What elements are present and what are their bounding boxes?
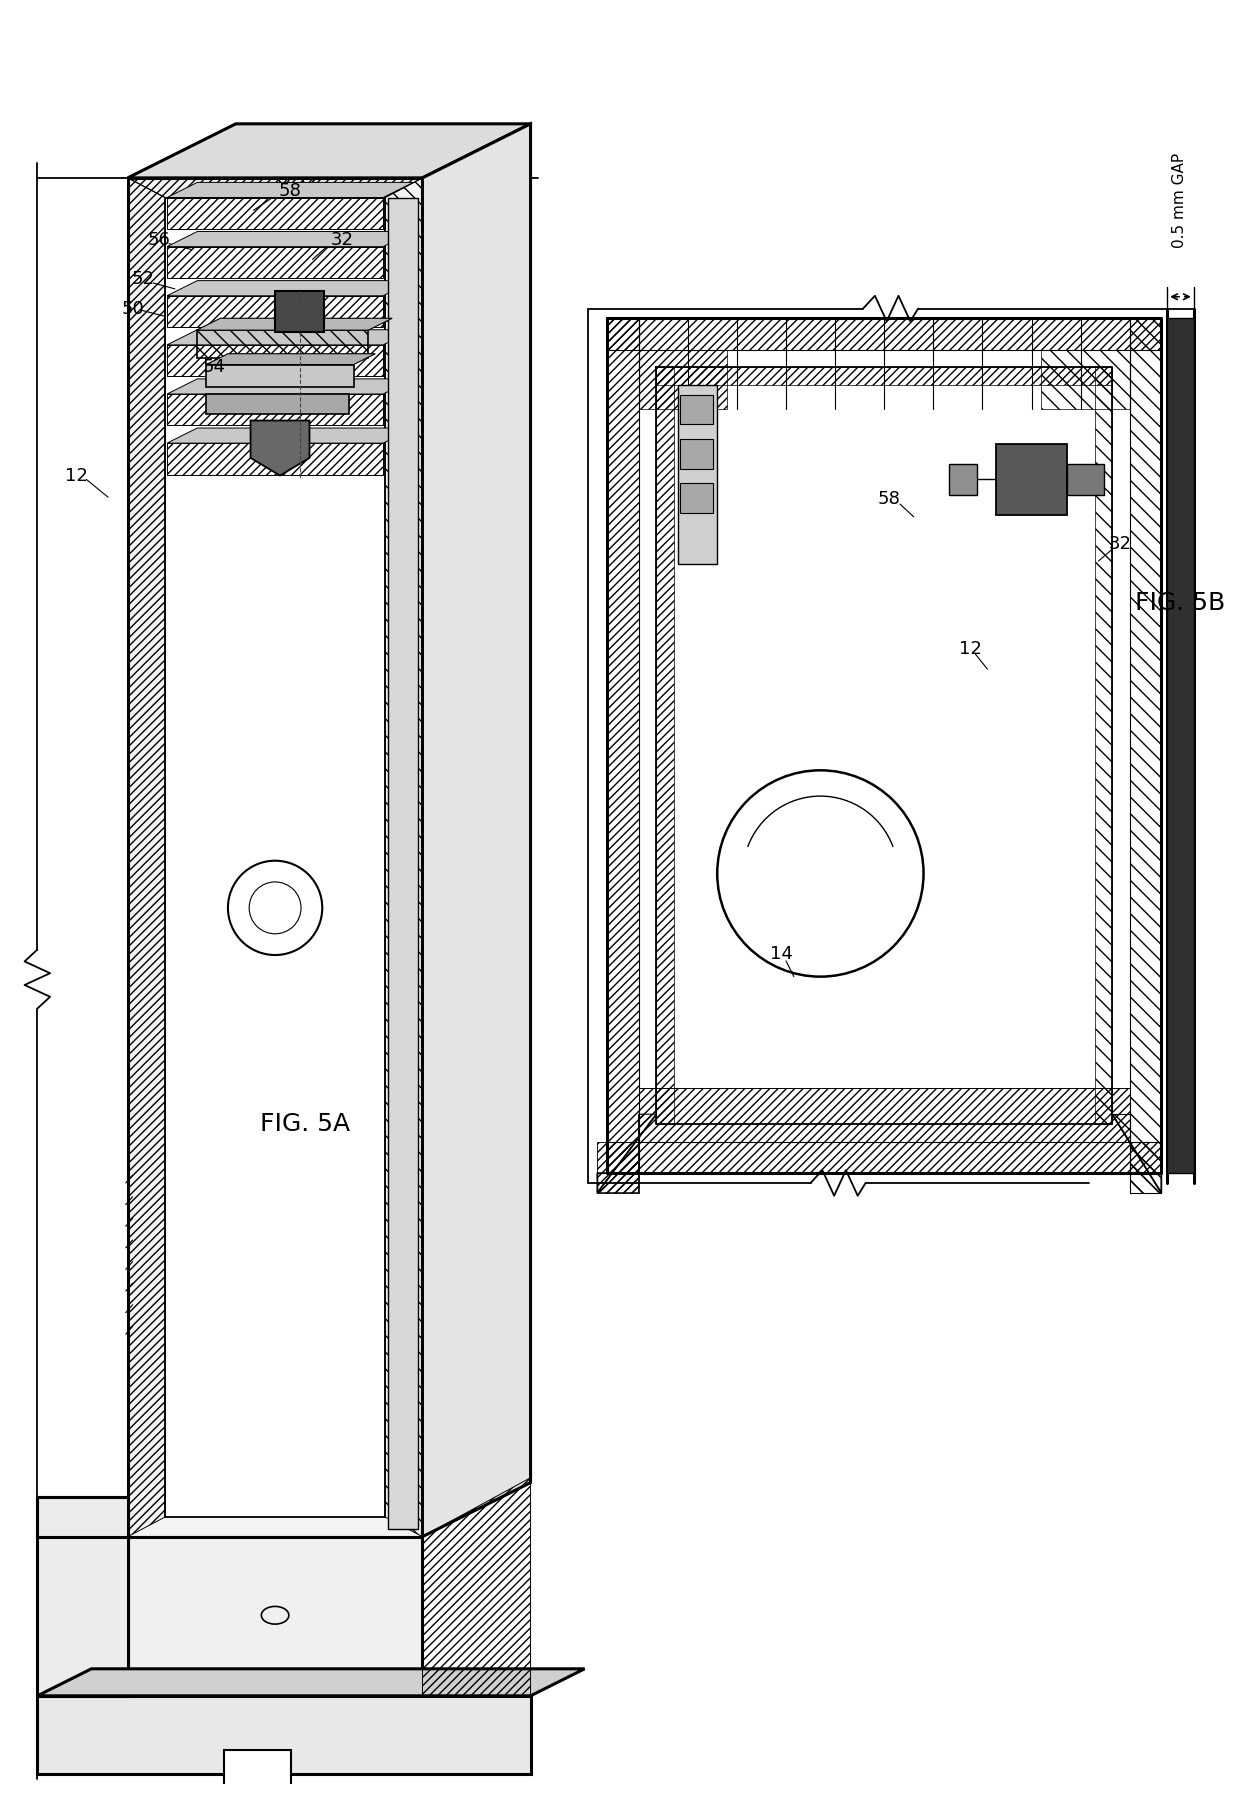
Polygon shape [1066,464,1105,495]
Text: 12: 12 [66,466,88,484]
Polygon shape [206,355,376,365]
Polygon shape [388,198,418,1528]
Polygon shape [949,464,977,495]
Polygon shape [167,428,413,443]
Polygon shape [165,198,386,1517]
Text: FIG. 5A: FIG. 5A [259,1112,350,1136]
Polygon shape [128,124,531,178]
Text: 12: 12 [960,641,982,659]
Text: 54: 54 [202,358,226,376]
Polygon shape [206,394,348,414]
Text: 32: 32 [330,230,353,248]
Text: 32: 32 [1109,535,1132,553]
Text: 14: 14 [770,945,792,963]
Polygon shape [167,378,413,394]
Polygon shape [678,385,717,563]
Polygon shape [680,439,713,468]
Polygon shape [37,1669,584,1696]
Polygon shape [275,292,324,333]
Text: 50: 50 [122,299,144,317]
Polygon shape [1167,319,1194,1174]
Text: 56: 56 [148,230,171,248]
Polygon shape [680,484,713,513]
Polygon shape [250,421,310,475]
Text: FIG. 5B: FIG. 5B [1135,590,1225,616]
Polygon shape [167,329,413,346]
Polygon shape [167,182,413,198]
Text: 58: 58 [878,490,900,508]
Polygon shape [423,124,531,1537]
Polygon shape [167,281,413,295]
Polygon shape [128,1537,423,1696]
Polygon shape [37,1696,531,1775]
Text: 58: 58 [279,182,301,200]
Polygon shape [680,394,713,425]
Polygon shape [206,365,353,387]
Polygon shape [196,319,392,329]
Text: 52: 52 [131,270,155,288]
Polygon shape [224,1750,291,1796]
Polygon shape [128,178,423,1537]
Polygon shape [37,1498,128,1696]
Polygon shape [167,232,413,247]
Polygon shape [996,445,1066,515]
Text: 0.5 mm GAP: 0.5 mm GAP [1172,153,1187,248]
